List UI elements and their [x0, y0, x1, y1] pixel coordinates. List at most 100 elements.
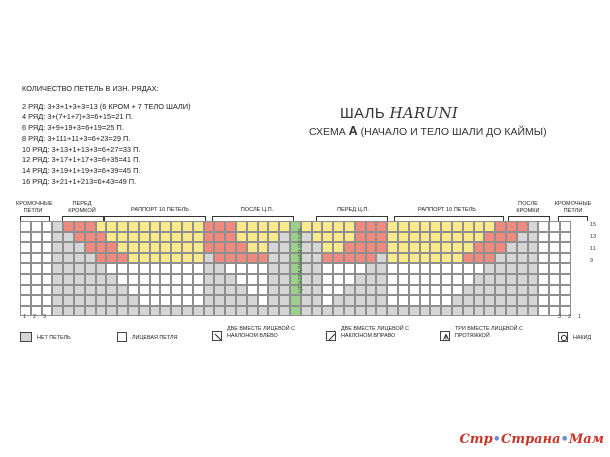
circle-icon — [558, 332, 568, 342]
chart-cell — [192, 295, 204, 306]
chart-cell — [106, 263, 118, 274]
chart-cell — [506, 284, 517, 296]
chart-cell — [300, 305, 312, 317]
chart-cell — [365, 263, 377, 274]
chart-cell — [41, 284, 53, 296]
chart-cell — [117, 252, 128, 264]
count-row: 14 РЯД: 3+19+1+19+3=6+39=45 П. — [22, 165, 141, 175]
chart-cell — [311, 295, 323, 306]
chart-cell — [203, 221, 215, 232]
chart-cell — [84, 231, 96, 243]
chart-cell — [549, 284, 560, 296]
chart-cell — [171, 231, 182, 243]
chart-cell — [344, 274, 355, 285]
chart-cell — [506, 295, 517, 306]
chart-cell — [84, 295, 96, 306]
subtitle-suffix: (НАЧАЛО И ТЕЛО ШАЛИ ДО КАЙМЫ) — [357, 126, 547, 138]
chart-cell — [398, 284, 409, 296]
chart-cell — [128, 221, 139, 232]
legend-gray-swatch — [20, 332, 32, 342]
chart-cell — [290, 305, 301, 317]
chart-cell — [74, 284, 85, 296]
chart-cell — [365, 221, 377, 232]
chart-cell — [41, 295, 53, 306]
chart-cell — [311, 242, 323, 253]
chart-cell — [149, 305, 161, 317]
chart-cell — [203, 305, 215, 317]
chart-cell — [516, 263, 528, 274]
chart-cell — [52, 305, 64, 317]
chart-cell — [538, 231, 550, 243]
chart-cell — [549, 231, 560, 243]
chart-cell — [300, 284, 312, 296]
chart-cell — [430, 274, 442, 285]
chart-cell — [376, 221, 388, 232]
chart-cell — [398, 231, 409, 243]
chart-cell — [41, 305, 53, 317]
chart-cell — [171, 284, 182, 296]
chart-cell — [52, 242, 64, 253]
chart-cell — [452, 305, 463, 317]
chart-cell — [182, 252, 193, 264]
chart-cell — [279, 274, 290, 285]
chart-cell — [192, 284, 204, 296]
chart-cell — [160, 221, 172, 232]
chart-cell — [246, 295, 258, 306]
chart-cell — [495, 252, 506, 264]
title-name: HARUNI — [389, 104, 459, 122]
edge-col-number: 2 — [568, 314, 572, 320]
chart-cell — [203, 252, 215, 264]
chart-cell — [30, 305, 42, 317]
chart-cell — [376, 263, 388, 274]
chart-cell — [41, 274, 53, 285]
chart-cell — [484, 263, 496, 274]
chart-cell — [506, 263, 517, 274]
chart-cell — [203, 295, 215, 306]
chart-cell — [322, 305, 334, 317]
chart-cell — [398, 252, 409, 264]
chart-cell — [290, 295, 301, 306]
chart-cell — [128, 284, 139, 296]
legend-k3tog: ТРИ ВМЕСТЕ ЛИЦЕВОЙ С ПРОТЯЖКОЙ — [440, 326, 540, 341]
chart-cell — [182, 231, 193, 243]
chart-cell — [74, 231, 85, 243]
chart-cell — [560, 231, 571, 243]
chart-cell — [398, 295, 409, 306]
chart-cell — [74, 252, 85, 264]
chart-cell — [63, 263, 74, 274]
chart-cell — [452, 284, 463, 296]
chart-cell — [52, 263, 64, 274]
chart-cell — [398, 305, 409, 317]
section-label-repeat-left: РАППОРТ 10 ПЕТЕЛЬ — [131, 207, 189, 213]
chart-cell — [279, 295, 290, 306]
legend-text: ЛИЦЕВАЯ ПЕТЛЯ — [132, 335, 178, 341]
chart-cell — [160, 284, 172, 296]
chart-cell — [473, 231, 485, 243]
chart-cell — [441, 305, 452, 317]
chart-cell — [484, 305, 496, 317]
chart-cell — [322, 274, 334, 285]
chart-cell — [527, 274, 539, 285]
chart-cell — [549, 221, 560, 232]
chart-cell — [473, 221, 485, 232]
chart-cell — [171, 305, 182, 317]
section-bracket — [104, 216, 206, 221]
chart-cell — [408, 295, 420, 306]
chart-cell — [376, 284, 388, 296]
chart-cell — [398, 274, 409, 285]
chart-cell — [452, 242, 463, 253]
chart-cell — [473, 295, 485, 306]
chart-cell — [322, 284, 334, 296]
legend-k2tog-right: ДВЕ ВМЕСТЕ ЛИЦЕВОЙ С НАКЛОНОМ ВПРАВО — [326, 326, 426, 341]
chart-cell — [527, 231, 539, 243]
chart-cell — [106, 295, 118, 306]
chart-cell — [516, 221, 528, 232]
knit-swatch — [117, 332, 127, 342]
chart-cell — [387, 284, 398, 296]
chart-cell — [408, 231, 420, 243]
chart-cell — [268, 263, 280, 274]
chart-cell — [419, 252, 431, 264]
chart-cell — [473, 284, 485, 296]
edge-col-number: 1 — [23, 314, 27, 320]
